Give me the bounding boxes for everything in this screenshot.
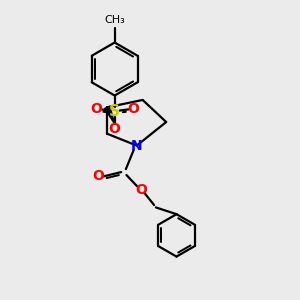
Text: O: O: [127, 102, 139, 116]
Text: N: N: [131, 139, 142, 153]
Text: O: O: [92, 169, 104, 184]
Text: S: S: [109, 104, 120, 119]
Text: O: O: [91, 102, 102, 116]
Text: O: O: [109, 122, 121, 136]
Text: CH₃: CH₃: [104, 15, 125, 26]
Polygon shape: [105, 106, 115, 124]
Text: O: O: [135, 183, 147, 197]
